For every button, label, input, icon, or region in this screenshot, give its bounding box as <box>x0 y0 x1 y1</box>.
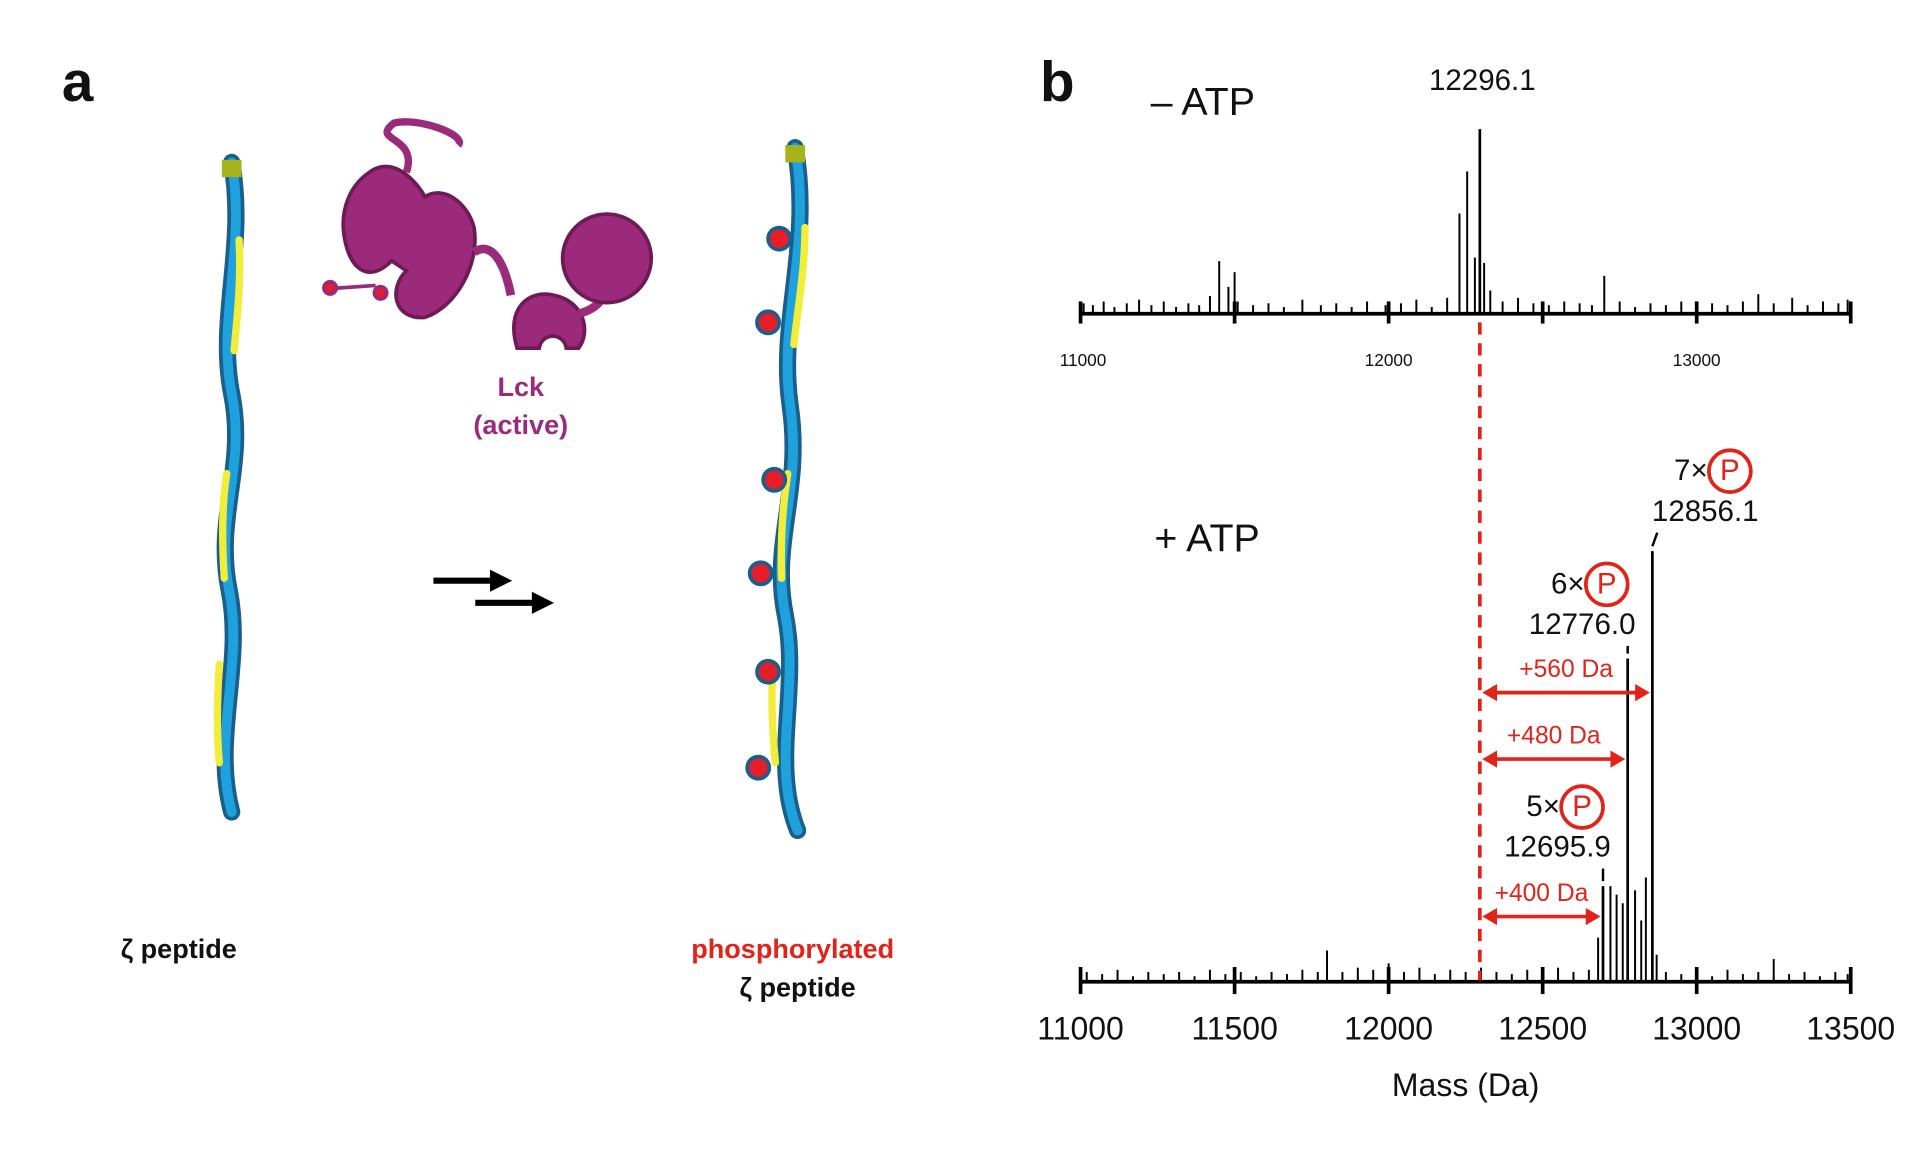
peak-label: 12776.0 <box>1529 608 1636 641</box>
phospho-count: 5× <box>1526 790 1560 823</box>
enzyme-label: Lck <box>497 372 545 402</box>
panel-label: a <box>62 50 94 113</box>
peak-label: 12856.1 <box>1652 495 1759 528</box>
x-tick-label: 12000 <box>1365 350 1413 370</box>
shift-label: +560 Da <box>1519 656 1613 683</box>
x-tick-label: 11500 <box>1191 1010 1278 1046</box>
shift-label: +400 Da <box>1495 880 1589 907</box>
panel-label: b <box>1040 50 1075 113</box>
x-tick-label: 11000 <box>1037 1010 1124 1046</box>
equilibrium-arrows <box>433 569 555 614</box>
product-label: ζ peptide <box>740 972 856 1002</box>
phospho-symbol <box>1584 561 1630 608</box>
x-tick-label: 12500 <box>1498 1010 1587 1046</box>
phospho-count: 7× <box>1674 454 1708 487</box>
product-label: phosphorylated <box>691 934 894 964</box>
phospho-symbol-label: P <box>1597 567 1617 600</box>
phospho-symbol-label: P <box>1572 790 1592 823</box>
x-tick-label: 13000 <box>1673 350 1721 370</box>
enzyme-label: (active) <box>473 410 568 440</box>
lck-enzyme <box>322 118 654 351</box>
spectrum-title: + ATP <box>1154 517 1259 561</box>
arrow-head <box>1482 907 1601 926</box>
peak-label: 12296.1 <box>1429 64 1536 97</box>
x-tick-label: 13000 <box>1652 1010 1741 1046</box>
x-tick-label: 12000 <box>1344 1010 1433 1046</box>
peak-label: 12695.9 <box>1504 831 1611 864</box>
x-axis-label: Mass (Da) <box>1392 1067 1539 1103</box>
leader <box>1651 532 1659 547</box>
spectrum-title: – ATP <box>1151 80 1255 124</box>
phospho-symbol-label: P <box>1720 454 1740 487</box>
shift-label: +480 Da <box>1507 722 1601 749</box>
x-tick-label: 13500 <box>1806 1010 1895 1046</box>
phospho-peptide-chain <box>745 139 809 840</box>
x-tick-label: 11000 <box>1060 350 1107 370</box>
phospho-symbol <box>1559 784 1605 830</box>
substrate-label: ζ peptide <box>121 934 237 964</box>
peptide-chain <box>213 153 245 821</box>
phospho-count: 6× <box>1551 567 1585 600</box>
phospho-symbol <box>1707 448 1753 494</box>
arrow-head <box>1482 750 1626 768</box>
